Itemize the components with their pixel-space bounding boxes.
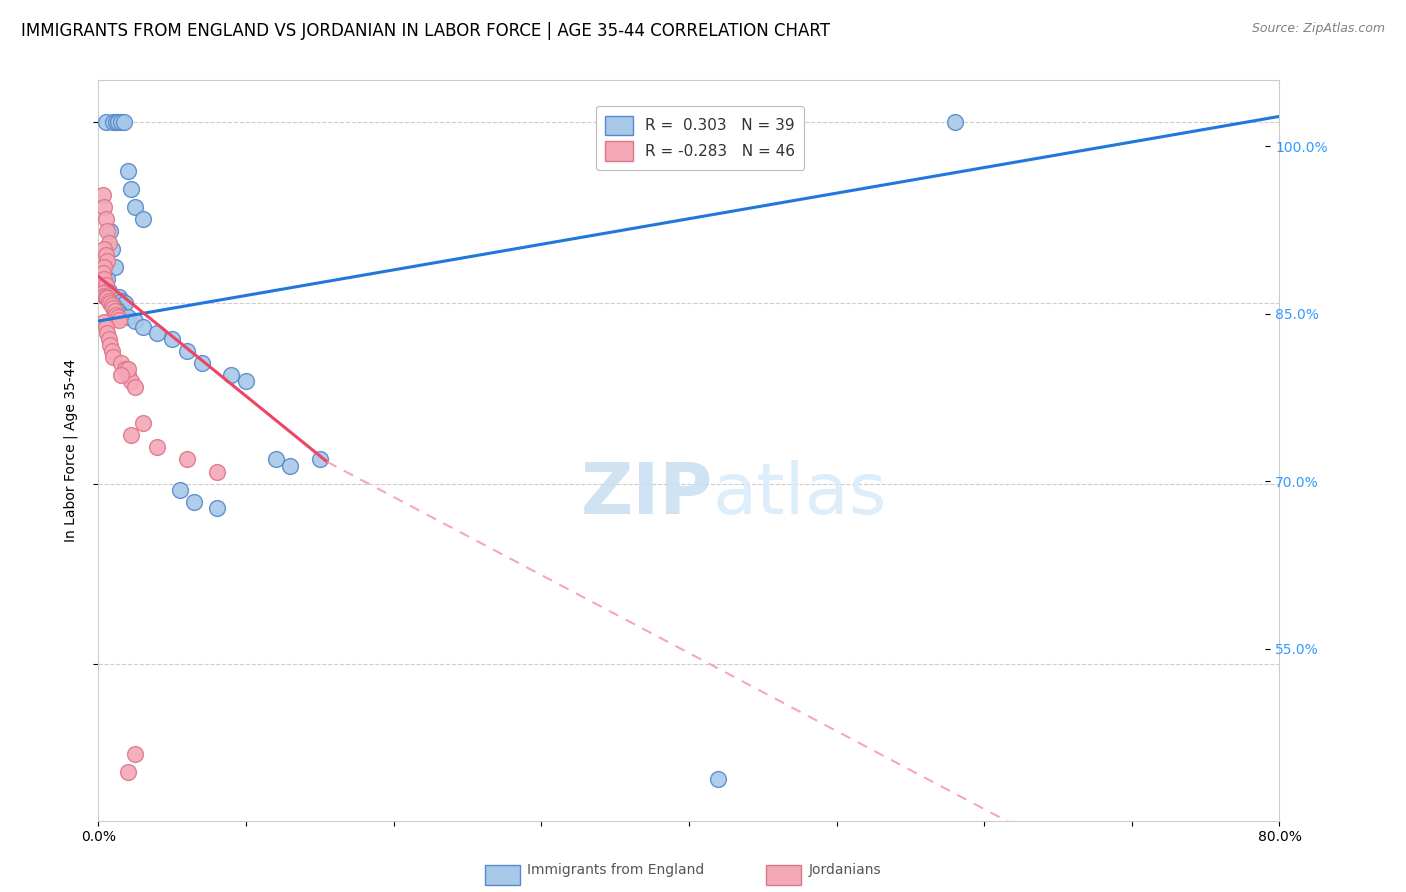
Point [198,384,221,399]
Point [170,273,193,287]
Point [186,304,209,318]
Point [328,451,350,466]
Point [198,725,221,739]
Point [176,345,198,359]
Point [170,285,193,299]
Point [186,318,208,332]
Point [198,217,221,231]
Point [187,139,209,153]
Point [183,314,205,328]
Point [183,139,205,153]
Point [186,374,208,388]
Point [184,322,207,336]
Point [183,320,205,334]
Point [173,285,195,299]
Point [179,139,201,153]
Point [179,309,201,323]
Point [180,314,202,328]
Point [169,206,191,220]
Legend: R =  0.303   N = 39, R = -0.283   N = 46: R = 0.303 N = 39, R = -0.283 N = 46 [636,132,844,195]
Point [198,323,221,337]
Point [173,268,195,282]
Point [173,295,195,310]
Point [188,307,211,321]
Point [191,184,214,198]
Point [368,451,391,466]
Point [260,362,283,376]
Point [287,374,309,388]
Point [169,278,191,293]
Text: IMMIGRANTS FROM ENGLAND VS JORDANIAN IN LABOR FORCE | AGE 35-44 CORRELATION CHAR: IMMIGRANTS FROM ENGLAND VS JORDANIAN IN … [21,22,830,40]
Point [219,441,242,455]
Point [179,311,201,326]
Point [176,240,198,254]
Point [301,379,323,393]
Point [172,329,194,343]
Point [246,451,269,466]
Text: Jordanians: Jordanians [808,863,882,877]
Point [173,302,195,317]
Point [177,309,200,323]
Point [172,228,194,243]
Point [172,262,194,277]
Point [181,139,204,153]
Y-axis label: In Labor Force | Age 35-44: In Labor Force | Age 35-44 [63,359,77,542]
Point [176,307,198,321]
Point [205,329,228,343]
Point [194,429,217,443]
Point [174,251,197,265]
Point [955,139,977,153]
Point [180,273,202,287]
Text: Source: ZipAtlas.com: Source: ZipAtlas.com [1251,22,1385,36]
Text: ZIP: ZIP [610,458,742,526]
Point [172,290,194,304]
Point [191,374,214,388]
Point [194,379,217,393]
Point [174,295,197,310]
Point [219,334,242,349]
Point [173,334,195,349]
Point [186,139,208,153]
Point [232,340,254,354]
Point [274,463,297,477]
Text: atlas: atlas [742,458,917,526]
Point [274,496,297,510]
Point [253,491,276,505]
Point [342,458,364,472]
Point [173,240,195,254]
Point [191,320,214,334]
Point [179,357,201,371]
Point [205,418,228,433]
Point [172,301,194,315]
Text: Immigrants from England: Immigrants from England [527,863,704,877]
Point [170,256,193,270]
Point [177,351,200,366]
Point [174,340,197,354]
Point [170,217,193,231]
Point [737,747,759,762]
Point [191,368,214,382]
Point [188,368,211,382]
Point [191,742,214,756]
Point [170,325,193,339]
Point [174,304,197,318]
Point [170,300,193,314]
Point [194,201,217,215]
Point [169,298,191,312]
Point [184,301,207,315]
Point [186,362,208,376]
Point [181,312,204,326]
Point [246,351,269,366]
Point [181,318,204,332]
Point [177,256,200,270]
Point [172,139,194,153]
Point [239,480,262,494]
Point [205,228,228,243]
